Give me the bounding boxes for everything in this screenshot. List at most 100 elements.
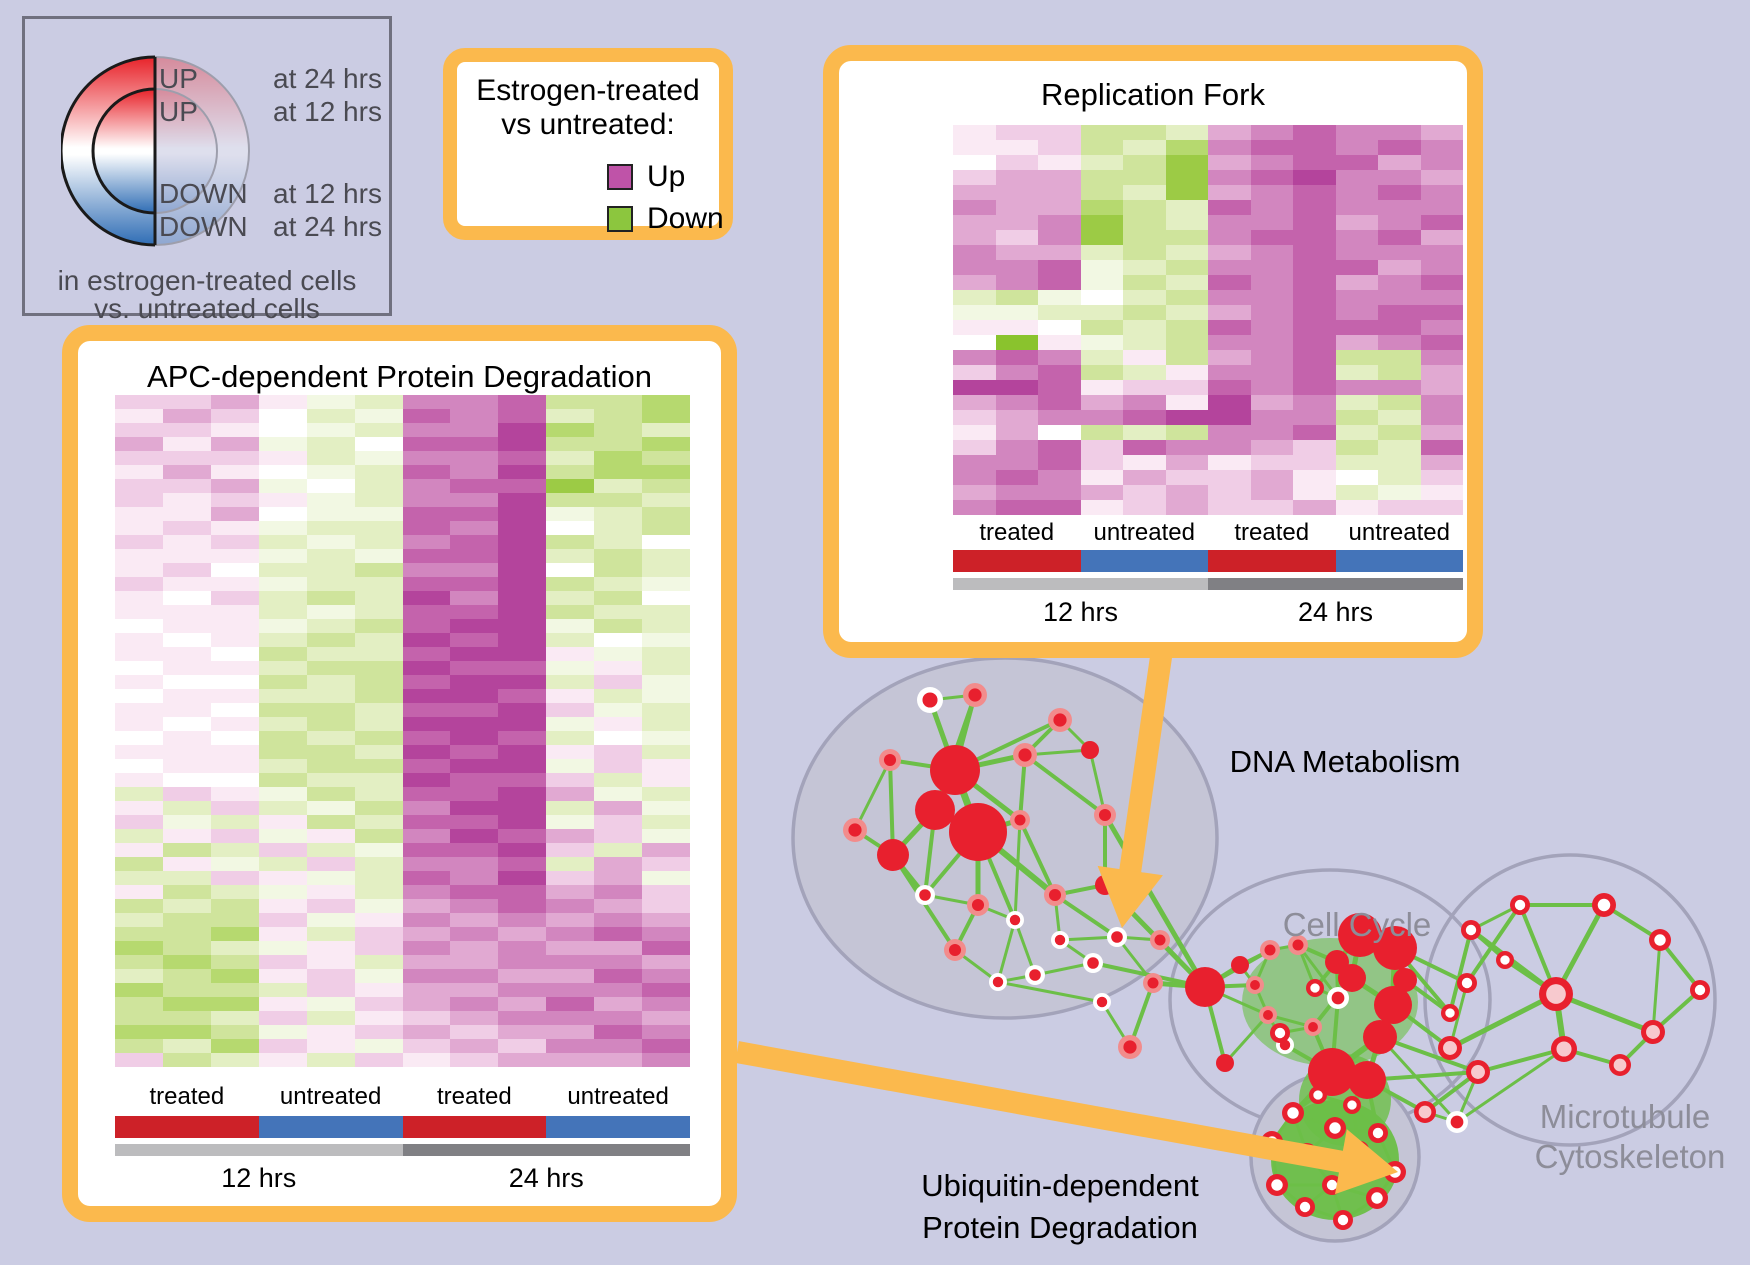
heatmap-cell — [546, 1011, 595, 1025]
heatmap-cell — [953, 170, 996, 185]
node-solid-red — [1081, 741, 1099, 759]
heatmap-cell — [354, 857, 403, 871]
heatmap-cell — [354, 801, 403, 815]
heatmap-cell — [1123, 365, 1166, 380]
heatmap-cell — [162, 1025, 211, 1039]
heatmap-cell — [1420, 215, 1463, 230]
heatmap-cell — [1208, 215, 1251, 230]
heatmap-cell — [354, 591, 403, 605]
heatmap-cell — [354, 717, 403, 731]
treatment-group-label: treated — [437, 1083, 512, 1110]
heatmap-cell — [306, 857, 355, 871]
heatmap-cell — [498, 899, 547, 913]
heatmap-cell — [402, 689, 451, 703]
heatmap-cell — [162, 521, 211, 535]
page-margin — [0, 1265, 1750, 1279]
heatmap-cell — [498, 927, 547, 941]
heatmap-cell — [1250, 230, 1293, 245]
heatmap-cell — [115, 409, 163, 423]
heatmap-row — [115, 1025, 691, 1039]
heatmap-cell — [642, 773, 691, 787]
heatmap-cell — [498, 703, 547, 717]
legend-footer-line2: vs. untreated cells — [94, 293, 320, 324]
heatmap-cell — [1080, 170, 1123, 185]
heatmap-cell — [162, 633, 211, 647]
heatmap-row — [115, 843, 691, 857]
heatmap-cell — [1123, 485, 1166, 500]
heatmap-cell — [306, 941, 355, 955]
heatmap-cell — [995, 215, 1038, 230]
node-pink-ring-core — [1048, 888, 1062, 902]
heatmap-cell — [1335, 125, 1378, 140]
heatmap-cell — [162, 927, 211, 941]
arrow-head-apc-to-ubiquitin — [1335, 1129, 1398, 1195]
heatmap-row — [115, 437, 691, 451]
heatmap-cell — [642, 1011, 691, 1025]
heatmap-cell — [1123, 410, 1166, 425]
heatmap-row — [115, 465, 691, 479]
heatmap-cell — [1165, 140, 1208, 155]
heatmap-cell — [162, 395, 211, 409]
heatmap-row — [115, 913, 691, 927]
heatmap-cell — [210, 731, 259, 745]
heatmap-cell — [402, 675, 451, 689]
heatmap-cell — [594, 829, 643, 843]
heatmap-cell — [1123, 290, 1166, 305]
heatmap-cell — [1420, 170, 1463, 185]
heatmap-cell — [642, 717, 691, 731]
heatmap-cell — [402, 521, 451, 535]
network-edge — [853, 758, 892, 832]
heatmap-cell — [115, 899, 163, 913]
heatmap-cell — [546, 983, 595, 997]
heatmap-cell — [594, 983, 643, 997]
heatmap-cell — [594, 717, 643, 731]
heatmap-cell — [498, 437, 547, 451]
treated-bar-segment — [115, 1116, 259, 1138]
heatmap-cell — [1080, 350, 1123, 365]
heatmap-cell — [1378, 125, 1421, 140]
heatmap-cell — [450, 941, 499, 955]
heatmap-cell — [1080, 395, 1123, 410]
heatmap-cell — [594, 451, 643, 465]
heatmap-cell — [450, 591, 499, 605]
heatmap-cell — [115, 969, 163, 983]
node-white-ring-core — [922, 692, 938, 708]
heatmap-cell — [594, 563, 643, 577]
heatmap-cell — [594, 787, 643, 801]
heatmap-cell — [546, 731, 595, 745]
heatmap-cell — [498, 829, 547, 843]
heatmap-row — [953, 215, 1463, 230]
network-label: Ubiquitin-dependent — [921, 1168, 1199, 1203]
heatmap-row — [115, 801, 691, 815]
heatmap-cell — [642, 451, 691, 465]
heatmap-cell — [1378, 140, 1421, 155]
node-red-ring-core — [1461, 977, 1473, 989]
heatmap-cell — [642, 969, 691, 983]
heatmap-row — [115, 549, 691, 563]
heatmap-cell — [1378, 215, 1421, 230]
heatmap-cell — [546, 661, 595, 675]
heatmap-cell — [450, 535, 499, 549]
heatmap-cell — [995, 230, 1038, 245]
heatmap-cell — [210, 563, 259, 577]
heatmap-row — [115, 521, 691, 535]
heatmap-cell — [306, 829, 355, 843]
heatmap-row — [953, 275, 1463, 290]
heatmap-cell — [1080, 335, 1123, 350]
heatmap-cell — [1335, 155, 1378, 170]
heatmap-cell — [1038, 320, 1081, 335]
heatmap-cell — [258, 843, 307, 857]
heatmap-cell — [1293, 305, 1336, 320]
heatmap-cell — [115, 857, 163, 871]
heatmap-cell — [115, 577, 163, 591]
heatmap-cell — [498, 1025, 547, 1039]
heatmap-cell — [162, 941, 211, 955]
heatmap-cell — [546, 521, 595, 535]
heatmap-cell — [1208, 380, 1251, 395]
heatmap-cell — [450, 479, 499, 493]
heatmap-cell — [1378, 410, 1421, 425]
legend-time-24b: at 24 hrs — [273, 211, 382, 242]
heatmap-cell — [1080, 230, 1123, 245]
heatmap-cell — [354, 507, 403, 521]
heatmap-cell — [1208, 455, 1251, 470]
